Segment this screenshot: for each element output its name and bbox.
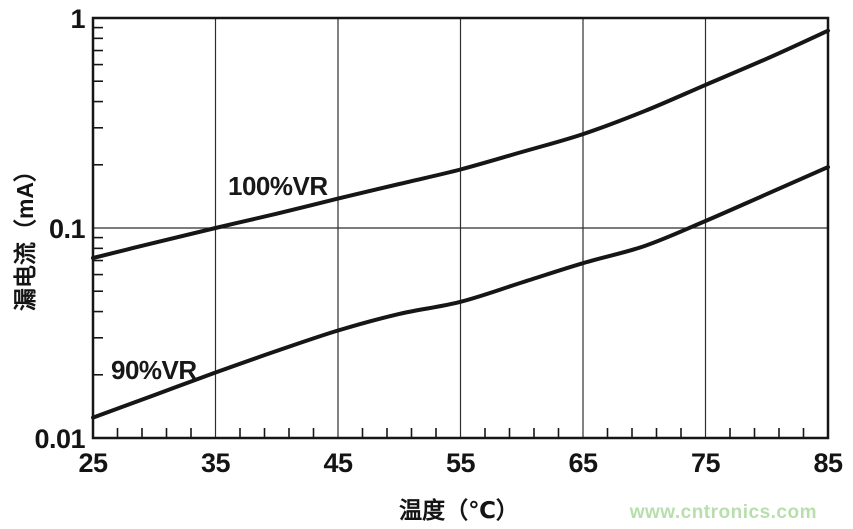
series-label-90vr: 90%VR: [111, 355, 197, 385]
curve-90vr: [91, 165, 830, 420]
y-axis-title: 漏电流（mA）: [12, 158, 38, 312]
x-tick-label: 65: [568, 448, 598, 478]
series-label-100vr: 100%VR: [228, 171, 328, 201]
y-tick-label: 0.1: [48, 214, 86, 244]
x-tick-label: 75: [690, 448, 721, 478]
plot-border: [91, 16, 830, 440]
x-tick-label: 35: [200, 448, 231, 478]
curve-100vr: [91, 28, 830, 260]
y-tick-label: 0.01: [34, 424, 85, 454]
x-tick-label: 45: [323, 448, 353, 478]
y-tick-label: 1: [70, 4, 85, 34]
x-tick-label: 85: [813, 448, 843, 478]
x-tick-label: 55: [445, 448, 476, 478]
watermark: www.cntronics.com: [629, 502, 817, 523]
x-tick-label: 25: [78, 448, 108, 478]
x-axis-title: 温度（℃）: [399, 497, 519, 523]
